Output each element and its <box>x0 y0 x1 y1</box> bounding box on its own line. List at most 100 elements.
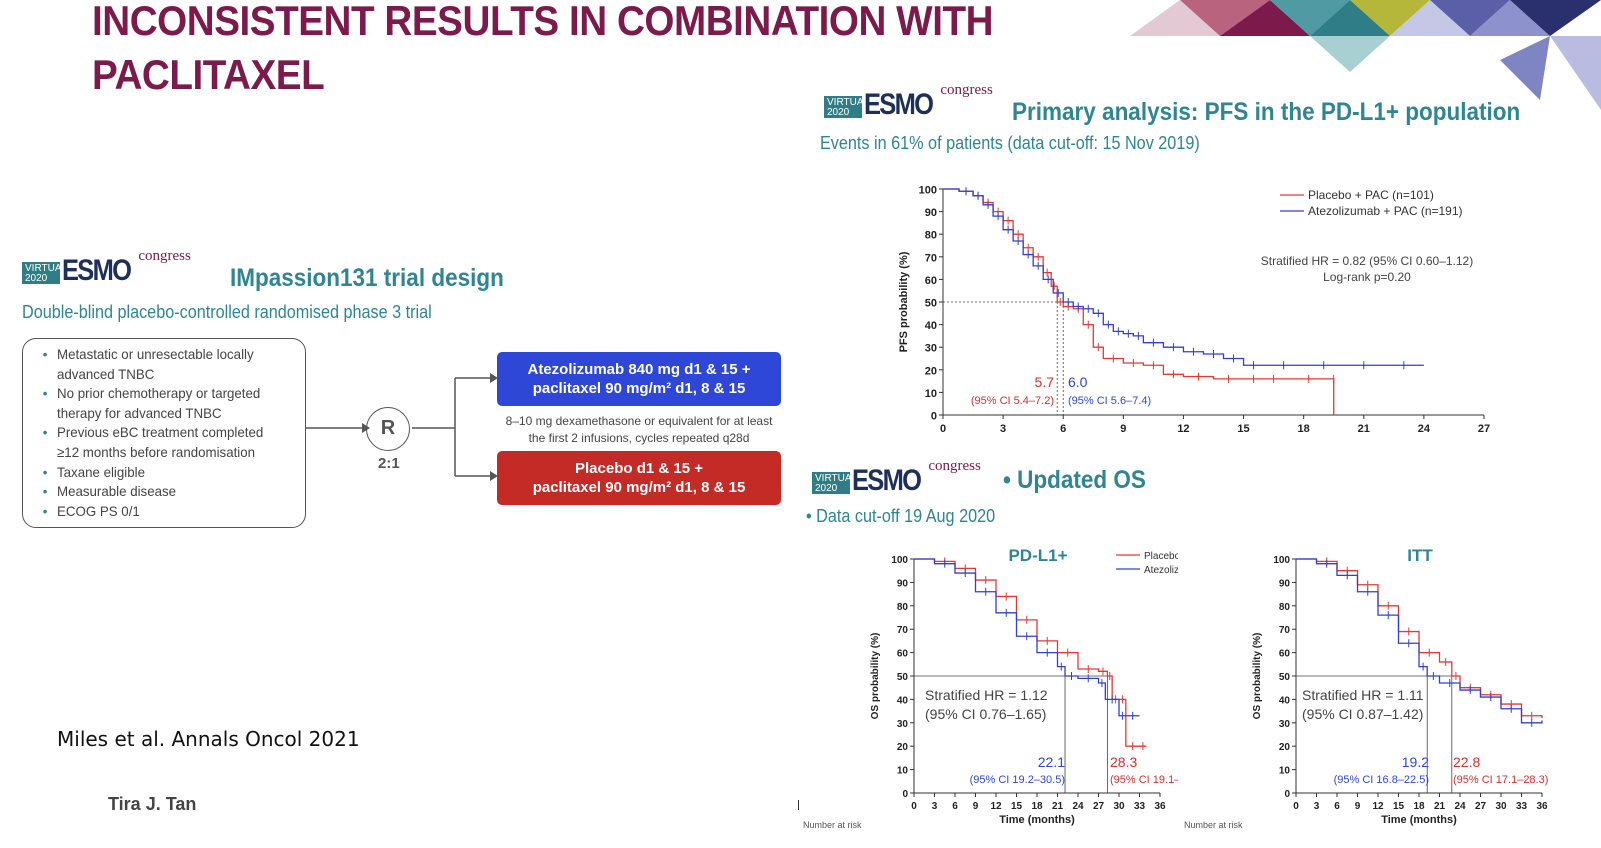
arm-b-line-1: Placebo d1 & 15 + <box>575 460 703 477</box>
median-value: 6.0 <box>1068 374 1088 390</box>
x-tick-label: 6 <box>1334 801 1340 812</box>
criteria-item: Metastatic or unresectable locally advan… <box>43 345 287 384</box>
y-tick-label: 30 <box>925 343 937 355</box>
median-ci: (95% CI 19.1–NE) <box>1110 774 1178 786</box>
y-tick-label: 0 <box>931 411 937 423</box>
virtual-badge: VIRTUAL 2020 <box>22 262 67 284</box>
km-curve-placebo <box>943 188 1335 415</box>
median-ci: (95% CI 19.2–30.5) <box>970 774 1065 786</box>
hazard-ratio-text: Log-rank p=0.20 <box>1323 270 1411 284</box>
y-tick-label: 40 <box>925 320 937 332</box>
arm-b-line-2: paclitaxel 90 mg/m² d1, 8 & 15 <box>532 479 746 496</box>
criteria-item: Previous eBC treatment completed ≥12 mon… <box>43 423 287 462</box>
arm-placebo: Placebo d1 & 15 + paclitaxel 90 mg/m² d1… <box>497 451 781 505</box>
x-tick-label: 9 <box>1120 423 1126 435</box>
x-tick-label: 24 <box>1454 801 1466 812</box>
dexamethasone-note: 8–10 mg dexamethasone or equivalent for … <box>505 414 773 445</box>
y-tick-label: 10 <box>897 766 909 777</box>
x-tick-label: 21 <box>1358 423 1370 435</box>
y-tick-label: 100 <box>1273 555 1290 566</box>
esmo-logo-os: VIRTUAL 2020 ESMO congress <box>812 458 981 496</box>
criteria-item: No prior chemotherapy or targeted therap… <box>43 384 287 423</box>
median-value: 22.8 <box>1453 754 1480 770</box>
esmo-logo-pfs: VIRTUAL 2020 ESMO congress <box>824 82 993 121</box>
y-tick-label: 50 <box>897 672 909 683</box>
y-axis-label: OS probability (%) <box>1252 633 1263 720</box>
arm-a-line-2: paclitaxel 90 mg/m² d1, 8 & 15 <box>532 380 746 397</box>
title-line-1: INCONSISTENT RESULTS IN COMBINATION WITH <box>92 0 994 44</box>
trial-design-heading: IMpassion131 trial design <box>230 264 504 292</box>
hazard-ratio-text: (95% CI 0.76–1.65) <box>925 706 1046 722</box>
x-tick-label: 18 <box>1298 423 1310 435</box>
hazard-ratio-text: Stratified HR = 0.82 (95% CI 0.60–1.12) <box>1261 254 1473 268</box>
legend-entry: Atezolizumab + PAC <box>1144 565 1178 576</box>
y-axis-label: OS probability (%) <box>870 633 881 720</box>
chart-title: ITT <box>1407 546 1433 565</box>
y-tick-label: 90 <box>897 578 909 589</box>
x-tick-label: 12 <box>1177 423 1189 435</box>
divider-mark <box>798 800 799 810</box>
median-ci: (95% CI 16.8–22.5) <box>1334 774 1429 786</box>
esmo-wordmark: ESMO <box>864 88 934 121</box>
randomisation-ratio: 2:1 <box>378 455 400 472</box>
esmo-wordmark: ESMO <box>62 254 132 287</box>
x-tick-label: 30 <box>1495 801 1507 812</box>
os-heading: • Updated OS <box>1003 466 1146 494</box>
x-tick-label: 9 <box>1355 801 1361 812</box>
x-tick-label: 3 <box>1314 801 1320 812</box>
x-tick-label: 0 <box>940 423 946 435</box>
x-axis-label: Time (months) <box>1381 814 1457 826</box>
y-tick-label: 60 <box>897 649 909 660</box>
y-tick-label: 90 <box>1279 578 1291 589</box>
x-tick-label: 3 <box>1000 423 1006 435</box>
number-at-risk-label-2: Number at risk <box>1184 820 1243 830</box>
x-tick-label: 24 <box>1418 423 1431 435</box>
median-ci: (95% CI 17.1–28.3) <box>1453 774 1548 786</box>
arm-a-line-1: Atezolizumab 840 mg d1 & 15 + <box>527 361 751 378</box>
congress-text: congress <box>928 458 981 474</box>
criteria-list: Metastatic or unresectable locally advan… <box>41 345 299 521</box>
pfs-subtitle: Events in 61% of patients (data cut-off:… <box>820 133 1200 153</box>
legend-entry: Atezolizumab + PAC (n=191) <box>1308 204 1463 218</box>
y-tick-label: 10 <box>925 388 937 400</box>
title-line-2: PACLITAXEL <box>92 51 325 98</box>
virtual-badge: VIRTUAL 2020 <box>812 472 857 494</box>
y-tick-label: 50 <box>925 298 937 310</box>
x-tick-label: 12 <box>1372 801 1384 812</box>
median-value: 5.7 <box>1035 374 1055 390</box>
y-axis-label: PFS probability (%) <box>898 251 910 352</box>
median-value: 22.1 <box>1038 754 1065 770</box>
x-tick-label: 3 <box>932 801 938 812</box>
x-tick-label: 33 <box>1516 801 1528 812</box>
x-tick-label: 27 <box>1093 801 1105 812</box>
number-at-risk-label-1: Number at risk <box>803 820 862 830</box>
pfs-km-chart: 0 3 6 9 12 15 18 21 24 27 0 10 20 30 40 50 60 70 80 90 100 PF… <box>898 185 1490 436</box>
criteria-item: ECOG PS 0/1 <box>43 502 287 522</box>
pfs-heading: Primary analysis: PFS in the PD-L1+ popu… <box>1012 98 1521 126</box>
x-tick-label: 30 <box>1113 801 1125 812</box>
y-tick-label: 70 <box>1279 625 1291 636</box>
hazard-ratio-text: Stratified HR = 1.11 <box>1302 687 1424 703</box>
congress-text: congress <box>138 248 191 264</box>
os-subtitle: • Data cut-off 19 Aug 2020 <box>806 506 996 526</box>
x-axis-label: Time (months) <box>999 814 1075 826</box>
esmo-logo: VIRTUAL 2020 ESMO congress <box>22 248 191 287</box>
hazard-ratio-text: Stratified HR = 1.12 <box>925 687 1048 703</box>
slide-title: INCONSISTENT RESULTS IN COMBINATION WITH… <box>92 0 994 102</box>
os-pdl1-km-chart: 0 3 6 9 12 15 18 21 24 27 30 33 36010203040506070809… <box>870 546 1178 826</box>
x-tick-label: 6 <box>952 801 958 812</box>
x-tick-label: 0 <box>1293 801 1299 812</box>
x-tick-label: 15 <box>1393 801 1405 812</box>
legend-entry: Placebo + PAC (n=101) <box>1308 188 1434 202</box>
y-tick-label: 80 <box>1279 602 1291 613</box>
km-curve-atezolizumab <box>914 558 1140 717</box>
x-tick-label: 15 <box>1237 423 1249 435</box>
arm-atezolizumab: Atezolizumab 840 mg d1 & 15 + paclitaxel… <box>497 352 781 406</box>
y-tick-label: 60 <box>925 275 937 287</box>
y-tick-label: 80 <box>897 602 909 613</box>
x-tick-label: 6 <box>1060 423 1066 435</box>
km-curve-atezolizumab <box>1296 558 1543 724</box>
y-tick-label: 20 <box>925 365 937 377</box>
y-tick-label: 100 <box>891 555 908 566</box>
median-value: 19.2 <box>1402 754 1429 770</box>
